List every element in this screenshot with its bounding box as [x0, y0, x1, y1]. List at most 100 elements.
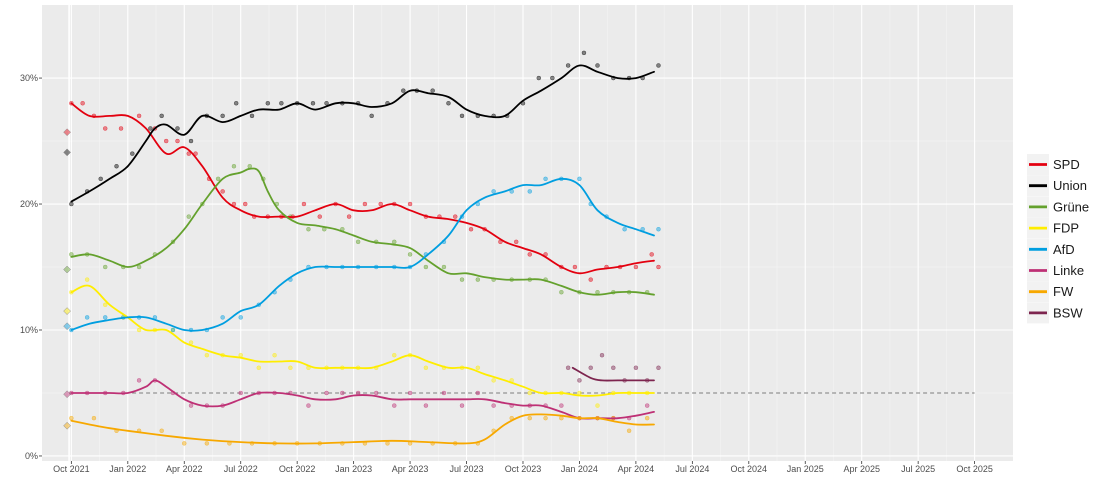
poll-point-spd: [118, 126, 124, 131]
legend-item-spd: SPD: [1027, 154, 1080, 175]
poll-point-spd: [317, 214, 323, 219]
poll-point-linke: [238, 390, 243, 396]
poll-point-afd: [656, 226, 661, 232]
poll-point-union: [310, 101, 316, 106]
poll-point-gruene: [102, 264, 108, 270]
poll-point-linke: [306, 403, 311, 408]
y-tick-label: 20%: [20, 199, 38, 209]
poll-point-fdp: [491, 378, 496, 383]
trend-line-linke: [70, 379, 655, 420]
poll-point-union: [130, 151, 135, 156]
poll-point-union: [565, 63, 571, 68]
x-tick-label: Jan 2025: [787, 464, 824, 474]
poll-point-fw: [527, 415, 533, 421]
poll-point-afd: [84, 315, 90, 320]
poll-point-afd: [527, 189, 533, 194]
poll-point-gruene: [559, 289, 564, 295]
trend-line-fw: [70, 413, 655, 445]
poll-point-union: [98, 176, 103, 182]
legend-label-fw: FW: [1053, 284, 1074, 299]
poll-point-gruene: [231, 163, 237, 169]
poll-point-union: [220, 113, 225, 119]
election-result-linke: [63, 390, 71, 399]
poll-point-linke: [491, 403, 496, 408]
poll-point-spd: [220, 189, 225, 194]
poll-point-fw: [559, 415, 564, 421]
poll-point-union: [148, 126, 153, 131]
poll-point-afd: [220, 315, 225, 320]
poll-point-spd: [588, 277, 593, 282]
poll-point-union: [249, 113, 255, 119]
points-bsw: [565, 352, 661, 383]
x-tick-label: Oct 2022: [279, 464, 316, 474]
x-tick-label: Jul 2025: [901, 464, 935, 474]
election-result-fdp: [63, 307, 71, 315]
poll-point-gruene: [215, 176, 221, 182]
poll-point-linke: [188, 403, 194, 408]
poll-point-fdp: [288, 365, 293, 371]
election-result-spd: [63, 128, 71, 137]
poll-point-union: [69, 201, 74, 207]
x-tick-label: Oct 2021: [53, 464, 90, 474]
poll-point-gruene: [186, 214, 192, 219]
poll-point-fdp: [577, 390, 582, 396]
poll-point-union: [536, 75, 542, 81]
election-results: [63, 128, 71, 430]
poll-point-fw: [626, 428, 632, 434]
trend-line-union: [70, 64, 655, 203]
x-tick-label: Apr 2022: [166, 464, 203, 474]
y-tick-label: 30%: [20, 73, 38, 83]
poll-point-fdp: [527, 390, 533, 396]
poll-point-afd: [102, 315, 108, 320]
legend-item-fw: FW: [1027, 281, 1074, 303]
x-tick-label: Oct 2025: [956, 464, 993, 474]
trend-line-afd: [70, 177, 655, 332]
poll-point-spd: [513, 239, 519, 245]
poll-point-bsw: [577, 378, 582, 383]
poll-point-fw: [69, 415, 74, 421]
poll-point-afd: [577, 176, 582, 182]
poll-point-linke: [459, 403, 465, 408]
poll-point-fw: [91, 415, 97, 421]
x-tick-label: Jul 2024: [675, 464, 709, 474]
poll-point-bsw: [565, 365, 571, 371]
poll-point-union: [233, 101, 239, 106]
poll-point-spd: [452, 214, 458, 219]
poll-point-gruene: [595, 289, 600, 295]
poll-point-afd: [543, 176, 548, 182]
poll-point-spd: [242, 201, 248, 207]
poll-point-union: [401, 88, 406, 93]
poll-point-spd: [136, 113, 142, 119]
poll-point-spd: [102, 126, 108, 131]
poll-point-fw: [182, 441, 187, 446]
poll-point-spd: [163, 138, 169, 144]
poll-point-fdp: [423, 365, 429, 371]
poll-point-gruene: [392, 239, 397, 245]
poll-point-gruene: [459, 277, 465, 282]
poll-point-linke: [644, 403, 650, 408]
legend-label-gruene: Grüne: [1053, 199, 1089, 214]
poll-point-fdp: [136, 327, 142, 333]
poll-point-linke: [373, 390, 379, 396]
poll-point-spd: [656, 264, 661, 270]
election-result-gruene: [63, 265, 71, 274]
trend-line-bsw: [571, 366, 655, 382]
x-tick-label: Oct 2023: [505, 464, 542, 474]
trend-line-gruene: [70, 167, 655, 296]
poll-point-fdp: [392, 352, 397, 358]
poll-point-fdp: [102, 302, 108, 308]
poll-point-linke: [392, 403, 397, 408]
legend: SPD Union Grüne FDP AfD Linke FW BSW: [1027, 154, 1089, 324]
poll-point-spd: [346, 214, 352, 219]
poll-point-fdp: [272, 352, 277, 358]
x-tick-label: Apr 2023: [392, 464, 429, 474]
poll-point-gruene: [423, 264, 429, 270]
poll-point-spd: [572, 264, 578, 270]
poll-point-union: [656, 63, 661, 68]
poll-point-spd: [301, 201, 307, 207]
poll-point-union: [446, 101, 451, 106]
legend-item-fdp: FDP: [1027, 217, 1079, 239]
poll-point-spd: [362, 201, 368, 207]
election-result-afd: [63, 322, 71, 331]
